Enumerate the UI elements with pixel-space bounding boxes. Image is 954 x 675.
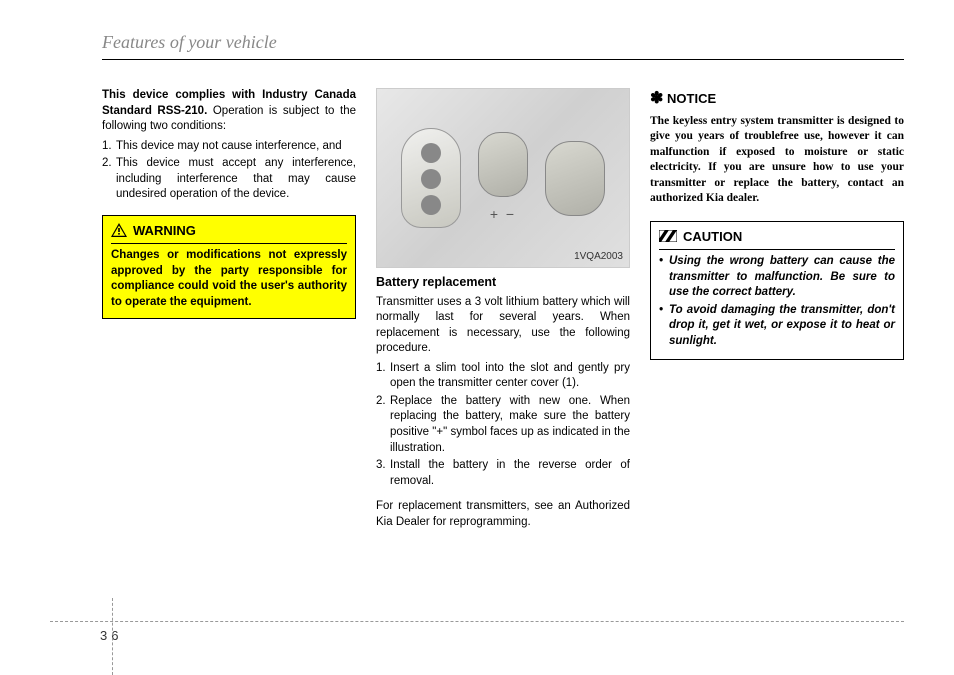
warning-body: Changes or modifications not expressly a…	[111, 248, 347, 310]
bullet-text: Using the wrong battery can cause the tr…	[669, 254, 895, 301]
caution-body: • Using the wrong battery can cause the …	[659, 254, 895, 349]
notice-star-icon: ✽	[650, 90, 663, 107]
figure-code: 1VQA2003	[574, 250, 623, 264]
item-number: 2.	[102, 156, 116, 203]
keyfob-parts: + −	[478, 132, 528, 224]
battery-subhead: Battery replacement	[376, 274, 630, 291]
list-item: 1. This device may not cause interferenc…	[102, 139, 356, 155]
caution-stripes-icon	[659, 230, 677, 242]
step-text: Replace the battery with new one. When r…	[390, 394, 630, 456]
list-item: 2. This device must accept any interfere…	[102, 156, 356, 203]
column-3: ✽ NOTICE The keyless entry system transm…	[650, 88, 904, 534]
page-number: 36	[50, 628, 904, 643]
item-number: 1.	[102, 139, 116, 155]
caution-bullet: • To avoid damaging the transmitter, don…	[659, 303, 895, 350]
warning-box: WARNING Changes or modifications not exp…	[102, 215, 356, 320]
caution-box: CAUTION • Using the wrong battery can ca…	[650, 221, 904, 361]
keyfob-back-icon	[545, 141, 605, 216]
page-section: 3	[100, 628, 111, 643]
column-2: + − 1VQA2003 Battery replacement Transmi…	[376, 88, 630, 534]
section-header: Features of your vehicle	[50, 32, 904, 53]
bullet-dot: •	[659, 254, 669, 301]
battery-intro: Transmitter uses a 3 volt lithium batter…	[376, 295, 630, 357]
manual-page: Features of your vehicle This device com…	[0, 0, 954, 675]
footer-vertical-rule	[112, 598, 113, 675]
dealer-note: For replacement transmitters, see an Aut…	[376, 499, 630, 530]
list-item: 3. Install the battery in the reverse or…	[376, 458, 630, 489]
step-number: 3.	[376, 458, 390, 489]
step-number: 1.	[376, 361, 390, 392]
caution-bullet: • Using the wrong battery can cause the …	[659, 254, 895, 301]
list-item: 2. Replace the battery with new one. Whe…	[376, 394, 630, 456]
keyfob-cover-icon	[478, 132, 528, 197]
item-text: This device must accept any interference…	[116, 156, 356, 203]
content-columns: This device complies with Industry Canad…	[50, 88, 904, 534]
warning-header: WARNING	[111, 222, 347, 245]
caution-header: CAUTION	[659, 228, 895, 251]
column-1: This device complies with Industry Canad…	[102, 88, 356, 534]
keyfob-button-icon	[421, 169, 441, 189]
notice-body: The keyless entry system transmitter is …	[650, 114, 904, 207]
keyfob-front-icon	[401, 128, 461, 228]
conditions-list: 1. This device may not cause interferenc…	[102, 139, 356, 203]
bullet-text: To avoid damaging the transmitter, don't…	[669, 303, 895, 350]
header-rule	[102, 59, 904, 60]
warning-triangle-icon	[111, 223, 127, 237]
keyfob-button-icon	[421, 143, 441, 163]
warning-label: WARNING	[133, 222, 196, 240]
step-text: Install the battery in the reverse order…	[390, 458, 630, 489]
notice-header: ✽ NOTICE	[650, 88, 904, 110]
step-text: Insert a slim tool into the slot and gen…	[390, 361, 630, 392]
procedure-list: 1. Insert a slim tool into the slot and …	[376, 361, 630, 489]
footer-rule	[50, 621, 904, 622]
bullet-dot: •	[659, 303, 669, 350]
list-item: 1. Insert a slim tool into the slot and …	[376, 361, 630, 392]
polarity-icon: + −	[490, 205, 516, 224]
step-number: 2.	[376, 394, 390, 456]
item-text: This device may not cause interference, …	[116, 139, 356, 155]
page-footer: 36	[50, 621, 904, 643]
caution-label: CAUTION	[683, 228, 742, 246]
transmitter-figure: + − 1VQA2003	[376, 88, 630, 268]
notice-label: NOTICE	[667, 91, 716, 106]
compliance-intro: This device complies with Industry Canad…	[102, 88, 356, 135]
keyfob-button-icon	[421, 195, 441, 215]
